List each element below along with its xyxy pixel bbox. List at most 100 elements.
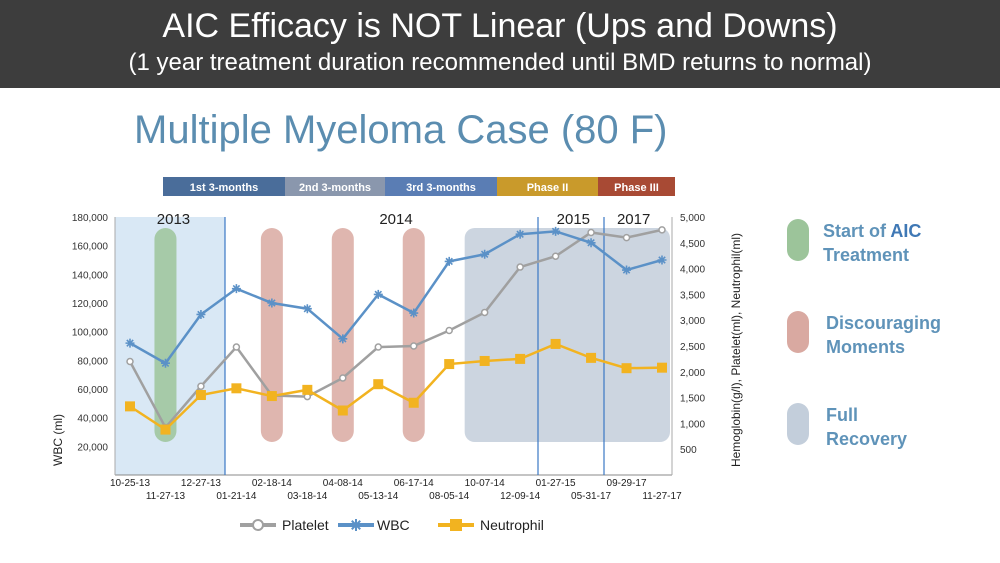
neutrophil-point (195, 390, 206, 401)
x-tick-label: 08-05-14 (429, 491, 469, 502)
neutrophil-point (302, 384, 313, 395)
y2-tick-label: 4,000 (680, 265, 705, 276)
platelet-point (126, 357, 134, 366)
neutrophil-point (408, 397, 419, 408)
y-axis-title: WBC (ml) (51, 414, 65, 466)
x-tick-label: 05-13-14 (358, 491, 398, 502)
platelet-point (445, 326, 453, 335)
phase-label: Phase III (614, 182, 659, 194)
wbc-point (622, 265, 632, 275)
x-tick-label: 04-08-14 (323, 478, 363, 489)
platelet-legend-marker (252, 519, 264, 531)
platelet-line (128, 228, 663, 430)
x-tick-label: 01-27-15 (536, 478, 576, 489)
full-label: Full (826, 405, 858, 425)
year-label: 2015 (557, 211, 590, 228)
wbc-point (515, 229, 525, 239)
y2-tick-label: 3,500 (680, 290, 705, 301)
y-tick-label: 160,000 (72, 242, 109, 253)
platelet-point (658, 226, 666, 234)
platelet-point (587, 228, 595, 237)
neutrophil-point (586, 352, 597, 363)
wbc-point (480, 249, 490, 259)
year-label: 2014 (379, 211, 412, 228)
y2-tick-label: 1,000 (680, 419, 705, 430)
platelet-legend-label: Platelet (282, 517, 329, 533)
phase-segment (497, 177, 598, 196)
neutrophil-point (444, 359, 455, 370)
platelet-point (339, 374, 347, 382)
neutrophil-point (479, 355, 490, 366)
x-tick-label: 05-31-17 (571, 491, 611, 502)
x-tick-label: 06-17-14 (394, 478, 434, 489)
x-tick-label: 11-27-13 (146, 491, 186, 502)
neutrophil-point (160, 424, 171, 435)
y2-tick-label: 500 (680, 445, 697, 456)
wbc-point (586, 238, 596, 248)
x-tick-label: 11-27-17 (642, 491, 682, 502)
x-tick-label: 10-07-14 (465, 478, 505, 489)
y-tick-label: 140,000 (72, 270, 109, 281)
neutrophil-point (550, 338, 561, 349)
start-treatment-swatch (787, 219, 809, 261)
neutrophil-line (129, 342, 663, 432)
wbc-point (657, 255, 667, 265)
header-subtitle: (1 year treatment duration recommended u… (128, 49, 872, 76)
phase-bar: 1st 3-months 2nd 3-months 3rd 3-months Phas… (163, 177, 675, 196)
wbc-point (231, 284, 241, 294)
x-tick-label: 12-27-13 (181, 478, 221, 489)
y2-tick-label: 2,500 (680, 342, 705, 353)
phase-segment (285, 177, 385, 196)
neutrophil-point (515, 353, 526, 364)
x-tick-label: 09-29-17 (607, 478, 647, 489)
start-treatment-label: Start of (823, 221, 886, 241)
platelet-point (232, 343, 241, 351)
neutrophil-legend-label: Neutrophil (480, 517, 544, 533)
platelet-point (516, 263, 524, 271)
start-treatment-legend: Start of AIC Treatment (823, 219, 921, 267)
phase-segment (163, 177, 285, 196)
y2-tick-label: 5,000 (680, 213, 705, 224)
neutrophil-point (657, 362, 667, 373)
neutrophil-point (231, 383, 242, 394)
y-tick-label: 120,000 (72, 299, 109, 310)
neutrophil-point (621, 363, 632, 374)
series-lines (125, 226, 667, 435)
wbc-point (551, 226, 561, 236)
wbc-line (129, 230, 663, 365)
full-recovery-legend: Full Recovery (826, 403, 907, 451)
y-tick-label: 60,000 (77, 385, 108, 396)
year-label: 2017 (617, 211, 650, 228)
full-recovery-swatch (787, 403, 809, 445)
neutrophil-legend-marker (450, 519, 462, 531)
moments-label: Moments (826, 337, 906, 357)
phase-segment (598, 177, 675, 196)
phase-label: 3rd 3-months (406, 182, 476, 194)
x-tick-label: 10-25-13 (110, 478, 150, 489)
y-tick-label: 100,000 (72, 328, 109, 339)
y2-tick-label: 3,000 (680, 316, 705, 327)
y-tick-label: 40,000 (77, 414, 108, 425)
year-label: 2013 (157, 211, 190, 228)
series-legend: Platelet WBC Neutrophil (240, 517, 544, 533)
discouraging-band (402, 228, 425, 442)
discouraging-legend: Discouraging Moments (826, 311, 941, 359)
y2-tick-label: 1,500 (680, 394, 705, 405)
discouraging-swatch (787, 311, 809, 353)
platelet-point (622, 233, 631, 242)
neutrophil-point (373, 379, 384, 390)
y2-tick-label: 4,500 (680, 239, 705, 250)
y2-axis-title: Hemoglobin(g/l), Platelet(ml), Neutrophi… (729, 233, 743, 467)
discouraging-band (260, 228, 283, 442)
platelet-point (374, 343, 383, 351)
header-title: AIC Efficacy is NOT Linear (Ups and Down… (162, 7, 838, 45)
wbc-point (373, 289, 383, 299)
wbc-point (444, 256, 454, 266)
platelet-point (480, 308, 489, 317)
wbc-point (302, 304, 312, 314)
wbc-point (409, 308, 419, 318)
phase-label: 1st 3-months (190, 182, 258, 194)
wbc-point (196, 309, 206, 319)
recovery-label: Recovery (826, 429, 908, 449)
